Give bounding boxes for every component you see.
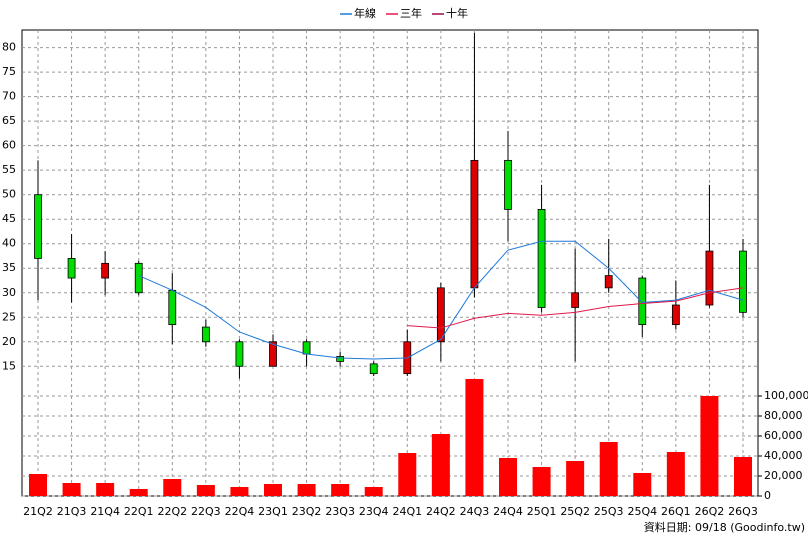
line-0 bbox=[138, 240, 744, 360]
volume-bar bbox=[700, 396, 719, 496]
candle-body bbox=[168, 289, 177, 326]
x-tick-label: 25Q4 bbox=[627, 505, 657, 518]
volume-bar bbox=[129, 489, 148, 496]
y-tick-label: 20 bbox=[2, 335, 16, 348]
volume-bar bbox=[599, 442, 618, 496]
volume-bar bbox=[331, 484, 350, 496]
y-tick-label: 25 bbox=[2, 310, 16, 323]
plot-area bbox=[21, 29, 759, 497]
y-tick-label: 55 bbox=[2, 163, 16, 176]
y-tick-label: 30 bbox=[2, 286, 16, 299]
volume-bar bbox=[566, 461, 585, 496]
volume-bar bbox=[734, 457, 752, 496]
x-tick-label: 22Q1 bbox=[124, 505, 154, 518]
candle-body bbox=[269, 341, 277, 367]
x-tick-label: 25Q2 bbox=[560, 505, 590, 518]
candle-body bbox=[470, 159, 479, 289]
volume-bar bbox=[465, 379, 484, 496]
x-tick-label: 21Q4 bbox=[90, 505, 120, 518]
y-tick-label: 80 bbox=[2, 41, 16, 54]
y2-tick-label: 80,000 bbox=[764, 409, 803, 422]
y-tick-label: 15 bbox=[2, 359, 16, 372]
volume-bar bbox=[29, 474, 47, 496]
volume-bar bbox=[264, 484, 282, 496]
x-tick-label: 25Q3 bbox=[594, 505, 624, 518]
x-tick-label: 26Q3 bbox=[728, 505, 758, 518]
candle-body bbox=[537, 209, 546, 308]
line-1 bbox=[407, 287, 744, 329]
candle-body bbox=[436, 287, 445, 343]
volume-bar bbox=[96, 483, 115, 496]
candle-body bbox=[235, 341, 244, 367]
x-tick-label: 21Q3 bbox=[57, 505, 87, 518]
y-tick-label: 70 bbox=[2, 90, 16, 103]
y-tick-label: 40 bbox=[2, 237, 16, 250]
x-tick-label: 24Q2 bbox=[426, 505, 456, 518]
x-tick-label: 24Q3 bbox=[460, 505, 490, 518]
candle-body bbox=[302, 341, 311, 355]
volume-bar bbox=[431, 434, 450, 496]
candle-body bbox=[201, 326, 210, 343]
legend-label: 年線 bbox=[354, 6, 376, 20]
candle-body bbox=[671, 304, 680, 326]
legend-label: 三年 bbox=[400, 6, 422, 20]
volume-bar bbox=[398, 453, 417, 496]
y2-tick-label: 20,000 bbox=[764, 469, 803, 482]
y2-tick-label: 60,000 bbox=[764, 429, 803, 442]
y-tick-label: 50 bbox=[2, 188, 16, 201]
candle-body bbox=[739, 250, 747, 313]
y2-tick-label: 40,000 bbox=[764, 449, 803, 462]
x-tick-label: 26Q1 bbox=[661, 505, 691, 518]
volume-bar bbox=[633, 473, 652, 496]
y2-tick-label: 0 bbox=[764, 489, 771, 502]
y-tick-label: 35 bbox=[2, 261, 16, 274]
volume-bar bbox=[364, 487, 383, 496]
x-tick-label: 26Q2 bbox=[695, 505, 725, 518]
candle-body bbox=[134, 262, 143, 294]
x-tick-label: 23Q3 bbox=[325, 505, 355, 518]
volume-bar bbox=[297, 484, 316, 496]
volume-bar bbox=[196, 485, 215, 496]
x-tick-label: 24Q1 bbox=[392, 505, 422, 518]
volume-bar bbox=[499, 458, 517, 496]
y2-tick-label: 100,000 bbox=[764, 389, 808, 402]
y-tick-label: 65 bbox=[2, 114, 16, 127]
x-tick-label: 22Q2 bbox=[157, 505, 187, 518]
x-tick-label: 21Q2 bbox=[23, 505, 53, 518]
volume-bar bbox=[62, 483, 81, 496]
y-tick-label: 75 bbox=[2, 65, 16, 78]
footer: 資料日期: 09/18 (Goodinfo.tw) bbox=[644, 520, 805, 534]
candle-body bbox=[604, 275, 613, 289]
y-tick-label: 45 bbox=[2, 212, 16, 225]
candle-body bbox=[369, 363, 378, 375]
x-tick-label: 23Q1 bbox=[258, 505, 288, 518]
candle-body bbox=[638, 277, 647, 326]
x-tick-label: 23Q4 bbox=[359, 505, 389, 518]
candle-body bbox=[705, 250, 714, 306]
x-tick-label: 22Q3 bbox=[191, 505, 221, 518]
candle-body bbox=[504, 159, 512, 210]
volume-bar bbox=[666, 452, 685, 496]
x-tick-label: 25Q1 bbox=[527, 505, 557, 518]
x-tick-label: 24Q4 bbox=[493, 505, 523, 518]
volume-bar bbox=[163, 479, 182, 496]
candle-body bbox=[336, 356, 345, 362]
x-tick-label: 22Q4 bbox=[225, 505, 255, 518]
legend-label: 十年 bbox=[446, 6, 468, 20]
volume-bar bbox=[532, 467, 551, 496]
candle-body bbox=[34, 194, 42, 259]
x-tick-label: 23Q2 bbox=[292, 505, 322, 518]
candle-body bbox=[67, 258, 76, 279]
volume-bar bbox=[230, 487, 249, 496]
candle-body bbox=[101, 262, 110, 279]
candle-body bbox=[571, 292, 580, 308]
y-tick-label: 60 bbox=[2, 139, 16, 152]
